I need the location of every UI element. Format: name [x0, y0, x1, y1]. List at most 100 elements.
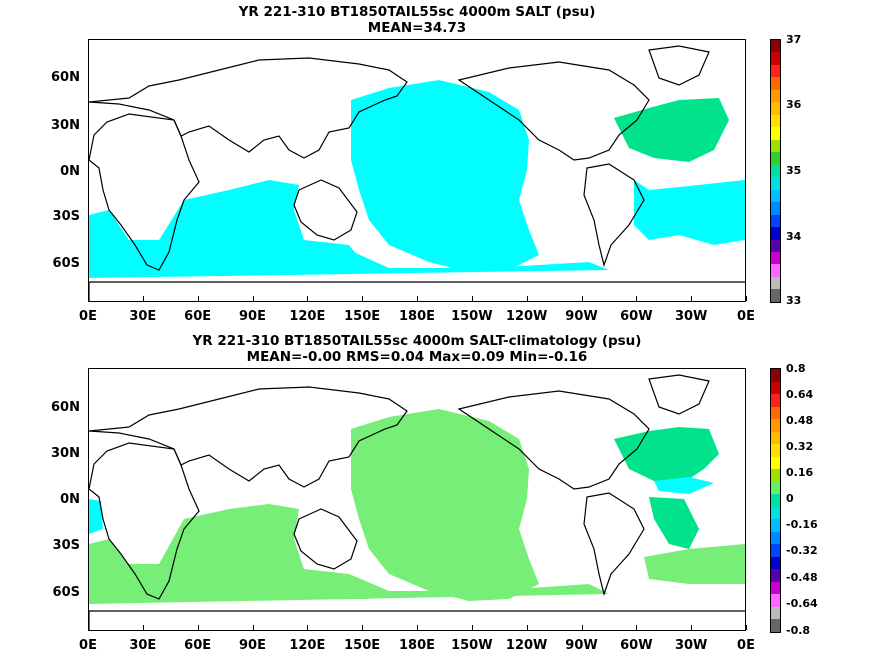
- panel2-xtick-12: 0E: [737, 638, 755, 653]
- panel2-atlantic-cyan-field: [654, 477, 714, 494]
- panel1-xtick-10: 60W: [620, 309, 653, 324]
- colorbar-swatch: [771, 77, 780, 90]
- panel2-xtick-8: 120W: [505, 638, 548, 653]
- panel1-pacific-field: [351, 80, 539, 272]
- panel2-xtick-2: 60E: [184, 638, 212, 653]
- panel1-north-america-outline: [457, 61, 650, 161]
- panel2-greenland-outline: [648, 374, 710, 415]
- colorbar-swatch: [771, 431, 780, 445]
- colorbar-swatch: [771, 251, 780, 265]
- panel1-cbar-label-37: 37: [786, 33, 802, 46]
- panel2-xtick-3: 90E: [239, 638, 266, 653]
- panel1-xtick-7: 150W: [451, 309, 493, 324]
- panel1-ytick-60n: 60N: [51, 70, 80, 85]
- colorbar-swatch: [771, 102, 780, 115]
- panel1-cbar-label-36: 36: [786, 98, 802, 111]
- colorbar-swatch: [771, 52, 780, 65]
- colorbar-swatch: [771, 494, 780, 507]
- panel2-xtick-mark-8: [527, 625, 528, 630]
- colorbar-swatch: [771, 569, 780, 582]
- colorbar-swatch: [771, 556, 780, 570]
- colorbar-swatch: [771, 531, 780, 545]
- colorbar-swatch: [771, 444, 780, 457]
- panel1-australia-outline: [293, 179, 358, 241]
- panel2-southern-ocean-field: [89, 569, 609, 604]
- panel2-xtick-1: 30E: [129, 638, 157, 653]
- panel2-cbar-label-neg-0-16: -0.16: [786, 518, 818, 531]
- colorbar-swatch: [771, 152, 780, 165]
- panel2-ytick-30n: 30N: [51, 446, 80, 461]
- panel1-xtick-9: 90W: [565, 309, 598, 324]
- colorbar-swatch: [771, 581, 780, 595]
- colorbar-swatch: [771, 214, 780, 228]
- panel1-xtick-mark-12: [746, 296, 747, 301]
- colorbar-swatch: [771, 289, 780, 302]
- panel2-cbar-label-neg-0-64: -0.64: [786, 597, 818, 610]
- panel2-cyan-west-edge-field: [89, 499, 103, 534]
- panel1-xtick-mark-5: [362, 296, 363, 301]
- panel2-south-america-outline: [583, 492, 645, 597]
- panel1-map-svg: [89, 45, 745, 301]
- panel2-ytick-0n: 0N: [60, 492, 80, 507]
- panel1-ytick-60s: 60S: [52, 256, 80, 271]
- panel2-colorbar: [770, 368, 781, 633]
- panel1-africa-outline: [89, 113, 200, 271]
- colorbar-swatch: [771, 419, 780, 432]
- panel2-xtick-mark-11: [691, 625, 692, 630]
- panel1-xtick-2: 60E: [184, 309, 212, 324]
- panel2-ytick-30s: 30S: [52, 538, 80, 553]
- colorbar-swatch: [771, 239, 780, 252]
- panel2-xtick-mark-2: [198, 625, 199, 630]
- panel1-xtick-6: 180E: [398, 309, 436, 324]
- colorbar-swatch: [771, 394, 780, 407]
- panel2-xtick-mark-0: [88, 625, 89, 630]
- panel2-pacific-field: [351, 409, 539, 601]
- panel2-ytick-60s: 60S: [52, 585, 80, 600]
- colorbar-swatch: [771, 89, 780, 103]
- panel1-xtick-4: 120E: [289, 309, 326, 324]
- panel2-xtick-9: 90W: [565, 638, 598, 653]
- panel1-title: YR 221-310 BT1850TAIL55sc 4000m SALT (ps…: [238, 4, 596, 20]
- panel2-south-atlantic-field: [644, 544, 745, 584]
- colorbar-swatch: [771, 606, 780, 620]
- colorbar-swatch: [771, 177, 780, 190]
- panel2-cbar-label-neg-0-48: -0.48: [786, 571, 818, 584]
- panel2-xtick-4: 120E: [289, 638, 326, 653]
- panel2-atlantic-south-field: [649, 497, 699, 549]
- colorbar-swatch: [771, 64, 780, 78]
- panel2-ytick-60n: 60N: [51, 400, 80, 415]
- panel1-xtick-mark-2: [198, 296, 199, 301]
- panel2-australia-outline: [293, 508, 358, 570]
- panel2-xtick-mark-12: [746, 625, 747, 630]
- panel2-xtick-mark-6: [417, 625, 418, 630]
- panel2-xtick-mark-9: [582, 625, 583, 630]
- panel2-xtick-6: 180E: [398, 638, 436, 653]
- panel1-xtick-mark-4: [307, 296, 308, 301]
- panel2-north-america-outline: [457, 390, 650, 490]
- panel1-southern-ocean-field: [89, 245, 609, 278]
- colorbar-swatch: [771, 139, 780, 153]
- panel2-cbar-label-0: 0: [786, 492, 794, 505]
- panel2-xtick-mark-1: [143, 625, 144, 630]
- panel2-xtick-mark-5: [362, 625, 363, 630]
- colorbar-swatch: [771, 369, 780, 382]
- panel1-xtick-1: 30E: [129, 309, 157, 324]
- colorbar-swatch: [771, 202, 780, 215]
- panel2-cbar-label-0-16: 0.16: [786, 466, 814, 479]
- panel1-xtick-8: 120W: [505, 309, 548, 324]
- panel2-map-svg: [89, 374, 745, 630]
- colorbar-swatch: [771, 40, 780, 53]
- panel1-xtick-mark-9: [582, 296, 583, 301]
- panel2-africa-outline: [89, 442, 200, 600]
- panel2-xtick-5: 150E: [344, 638, 381, 653]
- panel1-xtick-0: 0E: [79, 309, 97, 324]
- panel1-xtick-mark-6: [417, 296, 418, 301]
- colorbar-swatch: [771, 227, 780, 240]
- panel2-cbar-label-0-8: 0.8: [786, 362, 806, 375]
- colorbar-swatch: [771, 481, 780, 495]
- panel1-cbar-label-35: 35: [786, 164, 802, 177]
- panel2-cbar-label-0-64: 0.64: [786, 388, 814, 401]
- panel2-xtick-11: 30W: [674, 638, 708, 653]
- panel2-atlantic-field: [614, 427, 719, 481]
- panel2-subtitle: MEAN=-0.00 RMS=0.04 Max=0.09 Min=-0.16: [246, 349, 588, 365]
